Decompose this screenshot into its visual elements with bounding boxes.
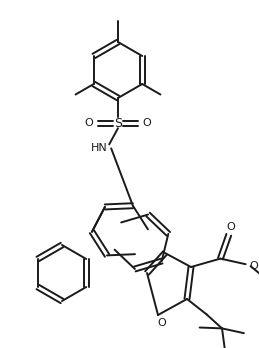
Text: O: O xyxy=(226,222,235,232)
Text: S: S xyxy=(114,117,122,130)
Text: O: O xyxy=(142,118,151,128)
Text: O: O xyxy=(158,318,166,328)
Text: O: O xyxy=(85,118,93,128)
Text: HN: HN xyxy=(91,143,107,153)
Text: O: O xyxy=(249,261,258,271)
